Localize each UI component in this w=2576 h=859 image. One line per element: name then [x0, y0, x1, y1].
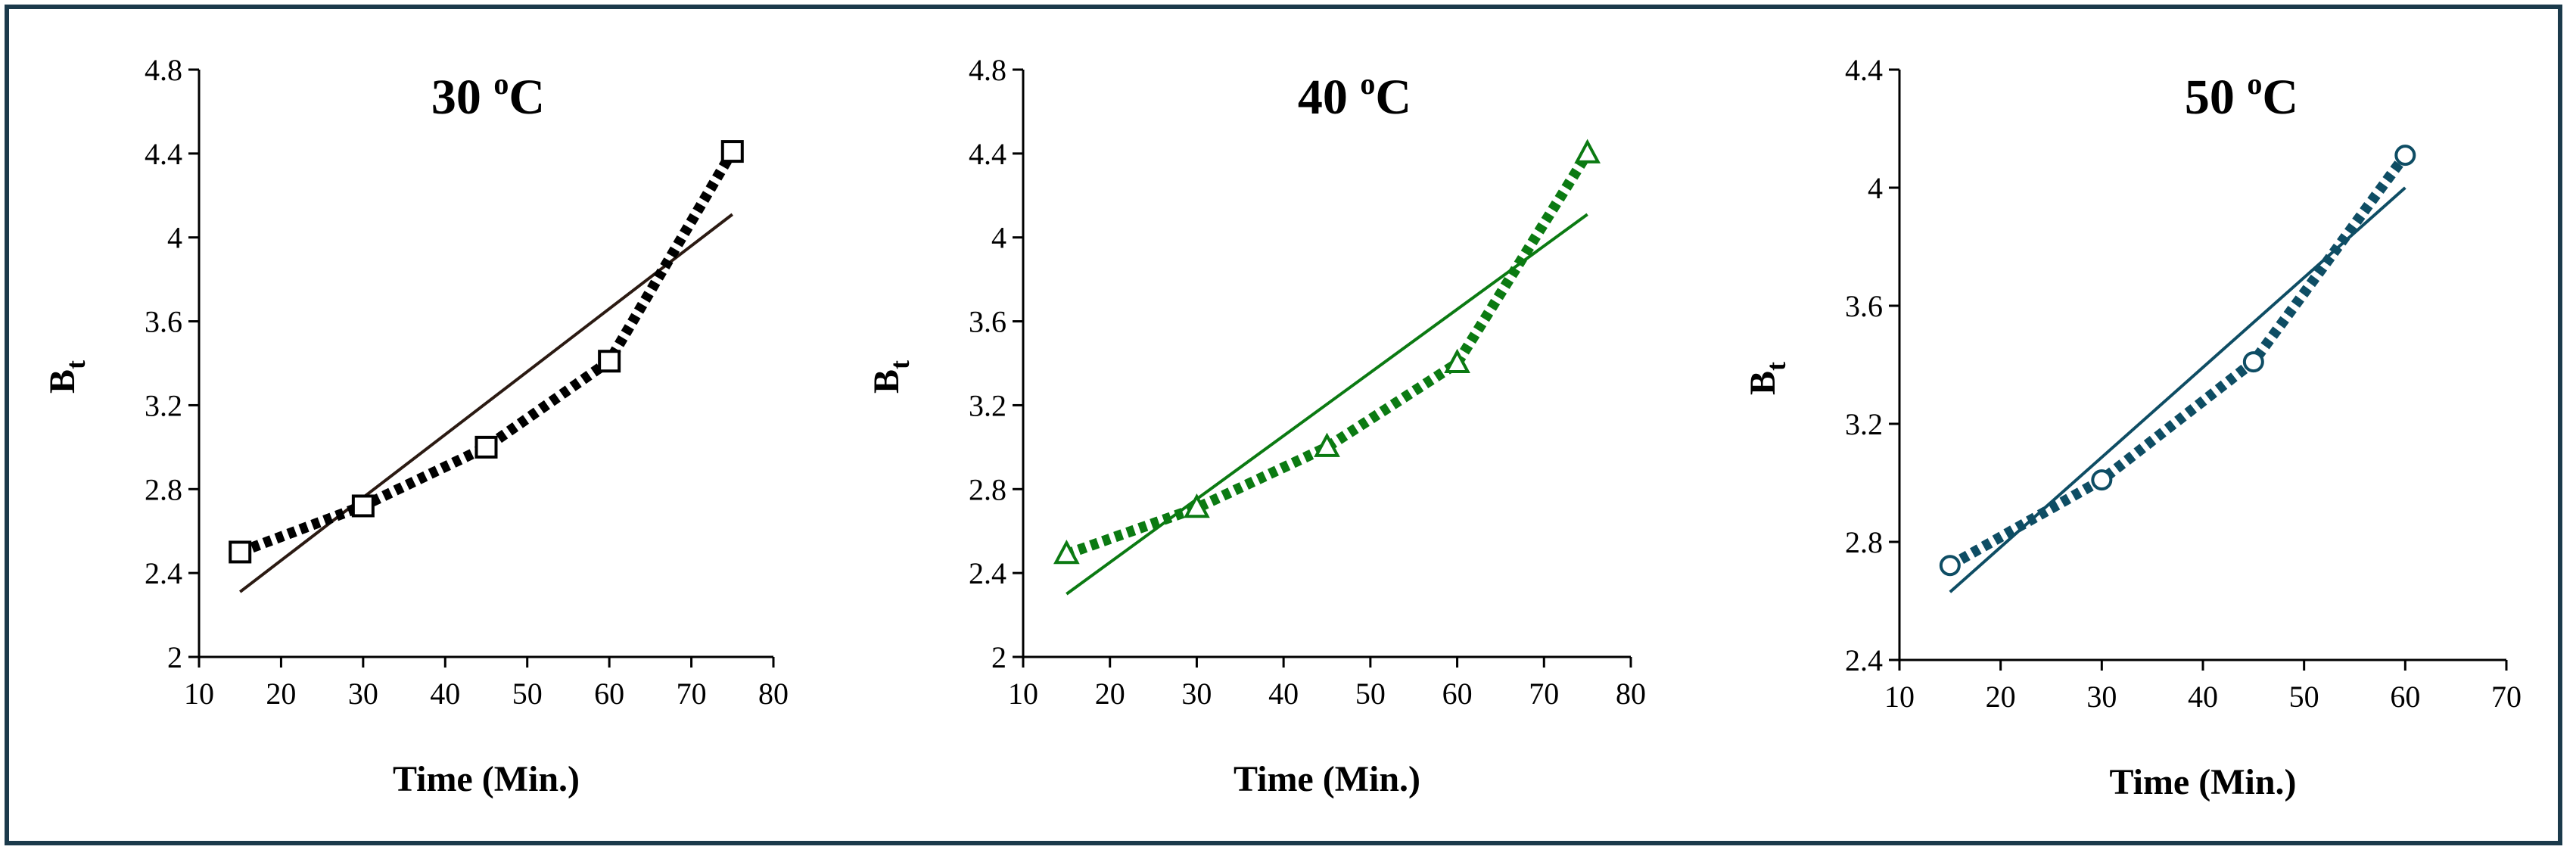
x-tick-label: 50	[1355, 677, 1386, 711]
x-tick-label: 40	[1268, 677, 1299, 711]
y-axis-title-subscript: t	[1761, 362, 1791, 371]
y-tick-label: 4.4	[1845, 53, 1883, 87]
panel-title-degree: o	[2247, 67, 2262, 101]
x-tick-label: 70	[2491, 680, 2522, 714]
data-point-marker	[720, 140, 744, 163]
data-point-marker	[2242, 351, 2264, 373]
chart-panel-30c: 2 2.4 2.8 3.2 3.6 4 4.4 4.8 10 20 30 40 50 60 70 80 Time…	[42, 53, 789, 799]
y-axis-title-main: B	[42, 369, 82, 394]
x-tick-label: 30	[2086, 680, 2117, 714]
chart-panel-50c: 2.4 2.8 3.2 3.6 4 4.4 10 20 30 40 50 60 70 Time (Min.…	[1743, 53, 2522, 802]
x-tick-label: 10	[1884, 680, 1915, 714]
y-axis-title-main: B	[866, 369, 907, 394]
y-tick-label: 3.2	[1845, 407, 1883, 441]
y-tick-label: 2	[167, 640, 182, 674]
y-tick-label: 2	[991, 640, 1006, 674]
y-axis-title-subscript: t	[885, 360, 915, 369]
y-tick-label: 2.4	[1845, 643, 1883, 677]
data-point-marker	[2394, 145, 2416, 167]
y-axis-title-main: B	[1743, 371, 1783, 395]
y-tick-label: 4	[991, 221, 1006, 255]
data-point-marker	[1184, 493, 1210, 518]
panel-title-degree: o	[1360, 67, 1375, 101]
y-tick-label: 2.4	[145, 556, 182, 590]
x-tick-label: 20	[1095, 677, 1125, 711]
data-point-marker	[1939, 555, 1961, 577]
y-tick-label: 2.8	[1845, 525, 1883, 559]
panel-title-unit: C	[2262, 70, 2298, 125]
x-tick-label: 10	[184, 677, 214, 711]
data-point-marker	[474, 435, 498, 459]
y-axis-title-subscript: t	[61, 360, 91, 369]
y-tick-label: 4.8	[969, 53, 1006, 87]
x-tick-label: 50	[512, 677, 543, 711]
panel-title: 30 oC	[431, 67, 545, 125]
x-tick-label: 40	[2188, 680, 2218, 714]
x-tick-label: 10	[1008, 677, 1038, 711]
data-point-marker	[351, 494, 375, 518]
data-point-marker	[2091, 469, 2113, 491]
panel-title: 50 oC	[2185, 67, 2298, 125]
data-point-marker	[1314, 432, 1340, 457]
data-point-marker	[598, 350, 621, 373]
y-tick-label: 2.8	[969, 472, 1006, 506]
x-tick-label: 40	[430, 677, 460, 711]
y-axis-title: Bt	[42, 360, 91, 394]
y-tick-label: 2.8	[145, 472, 182, 506]
panel-title-value: 50	[2185, 70, 2248, 125]
x-tick-label: 60	[1442, 677, 1473, 711]
data-series-line	[1947, 151, 2410, 571]
y-tick-label: 4.4	[969, 137, 1006, 171]
linear-fit-line	[1066, 213, 1588, 596]
data-point-marker	[1444, 348, 1470, 373]
x-tick-label: 60	[594, 677, 624, 711]
data-series-line	[238, 148, 737, 557]
y-tick-label: 4.8	[145, 53, 182, 87]
panel-title: 40 oC	[1298, 67, 1411, 125]
x-tick-label: 50	[2289, 680, 2319, 714]
chart-panel-40c: 2 2.4 2.8 3.2 3.6 4 4.4 4.8 10 20 30 40 50 60 70 80 Time…	[866, 53, 1646, 799]
x-axis-title: Time (Min.)	[393, 759, 580, 799]
x-axis-title: Time (Min.)	[2109, 762, 2296, 802]
x-tick-label: 80	[758, 677, 789, 711]
panel-title-value: 40	[1298, 70, 1361, 125]
y-tick-label: 4	[1868, 171, 1883, 205]
y-tick-label: 2.4	[969, 556, 1006, 590]
x-tick-label: 70	[677, 677, 707, 711]
linear-fit-line	[1949, 186, 2406, 593]
x-tick-label: 80	[1616, 677, 1646, 711]
y-tick-label: 3.6	[145, 305, 182, 339]
y-tick-label: 3.2	[145, 388, 182, 422]
linear-fit-line	[238, 213, 734, 593]
data-point-marker	[1574, 138, 1601, 163]
y-tick-label: 4.4	[145, 137, 182, 171]
y-tick-label: 4	[167, 221, 182, 255]
x-tick-label: 20	[266, 677, 296, 711]
data-point-marker	[229, 540, 252, 564]
data-point-marker	[1053, 539, 1080, 565]
y-tick-label: 3.6	[969, 305, 1006, 339]
panel-title-value: 30	[431, 70, 494, 125]
y-axis-title: Bt	[1743, 362, 1791, 395]
panel-title-unit: C	[509, 70, 545, 125]
y-tick-label: 3.2	[969, 388, 1006, 422]
panel-title-degree: o	[493, 67, 509, 101]
x-tick-label: 20	[1986, 680, 2016, 714]
x-tick-label: 30	[1181, 677, 1212, 711]
x-tick-label: 70	[1529, 677, 1559, 711]
panel-title-unit: C	[1375, 70, 1411, 125]
y-axis-title: Bt	[866, 360, 915, 394]
data-series-line	[1065, 151, 1592, 559]
y-tick-label: 3.6	[1845, 289, 1883, 323]
x-tick-label: 60	[2390, 680, 2420, 714]
x-tick-label: 30	[348, 677, 378, 711]
x-axis-title: Time (Min.)	[1234, 759, 1420, 799]
